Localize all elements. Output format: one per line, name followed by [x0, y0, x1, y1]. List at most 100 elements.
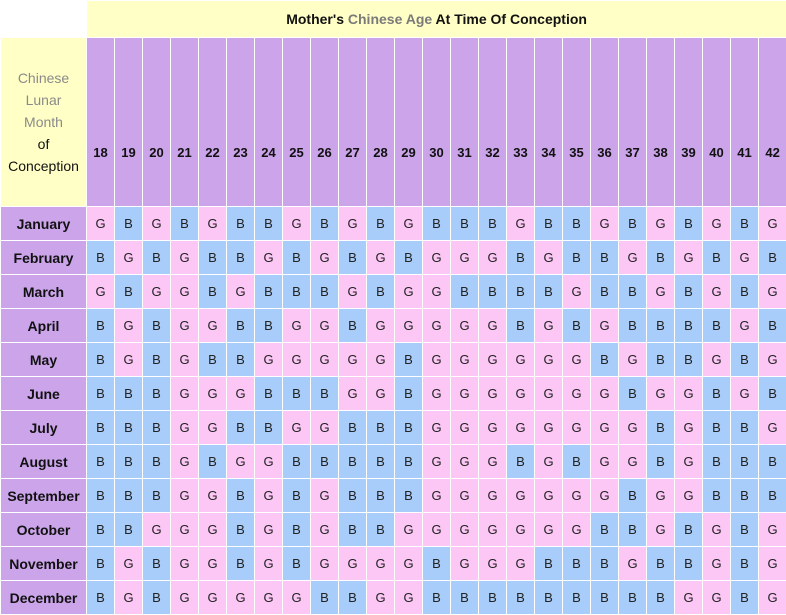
boy-cell: B — [143, 309, 171, 343]
boy-cell: B — [619, 479, 647, 513]
boy-cell: B — [675, 207, 703, 241]
boy-cell: B — [703, 309, 731, 343]
boy-cell: B — [451, 581, 479, 615]
boy-cell: B — [199, 275, 227, 309]
boy-cell: B — [647, 411, 675, 445]
age-header-40: 40 — [703, 38, 731, 207]
age-header-41: 41 — [731, 38, 759, 207]
boy-cell: B — [143, 241, 171, 275]
boy-cell: B — [507, 275, 535, 309]
boy-cell: B — [647, 581, 675, 615]
girl-cell: G — [311, 513, 339, 547]
girl-cell: G — [507, 411, 535, 445]
girl-cell: G — [535, 479, 563, 513]
boy-cell: B — [731, 445, 759, 479]
boy-cell: B — [339, 445, 367, 479]
girl-cell: G — [563, 411, 591, 445]
boy-cell: B — [143, 411, 171, 445]
boy-cell: B — [675, 513, 703, 547]
girl-cell: G — [199, 479, 227, 513]
boy-cell: B — [395, 411, 423, 445]
boy-cell: B — [143, 581, 171, 615]
age-header-39: 39 — [675, 38, 703, 207]
girl-cell: G — [535, 411, 563, 445]
title-before: Mother's — [286, 11, 348, 27]
boy-cell: B — [395, 445, 423, 479]
row-header-line5: Conception — [1, 155, 86, 177]
boy-cell: B — [255, 411, 283, 445]
boy-cell: B — [535, 581, 563, 615]
girl-cell: G — [703, 275, 731, 309]
girl-cell: G — [703, 581, 731, 615]
girl-cell: G — [255, 445, 283, 479]
boy-cell: B — [339, 513, 367, 547]
boy-cell: B — [87, 445, 115, 479]
age-header-27: 27 — [339, 38, 367, 207]
boy-cell: B — [731, 581, 759, 615]
boy-cell: B — [423, 547, 451, 581]
boy-cell: B — [563, 547, 591, 581]
girl-cell: G — [171, 275, 199, 309]
title-accent: Chinese Age — [348, 11, 432, 27]
girl-cell: G — [227, 445, 255, 479]
girl-cell: G — [255, 343, 283, 377]
boy-cell: B — [199, 343, 227, 377]
girl-cell: G — [703, 547, 731, 581]
boy-cell: B — [759, 241, 786, 275]
girl-cell: G — [535, 513, 563, 547]
boy-cell: B — [115, 377, 143, 411]
girl-cell: G — [87, 275, 115, 309]
girl-cell: G — [535, 241, 563, 275]
girl-cell: G — [283, 309, 311, 343]
boy-cell: B — [367, 445, 395, 479]
boy-cell: B — [535, 547, 563, 581]
boy-cell: B — [339, 309, 367, 343]
girl-cell: G — [563, 275, 591, 309]
month-label: December — [1, 581, 87, 615]
month-label: October — [1, 513, 87, 547]
girl-cell: G — [283, 581, 311, 615]
age-header-26: 26 — [311, 38, 339, 207]
girl-cell: G — [731, 377, 759, 411]
girl-cell: G — [507, 207, 535, 241]
boy-cell: B — [227, 343, 255, 377]
boy-cell: B — [507, 445, 535, 479]
boy-cell: B — [87, 241, 115, 275]
girl-cell: G — [311, 479, 339, 513]
girl-cell: G — [647, 479, 675, 513]
girl-cell: G — [535, 309, 563, 343]
girl-cell: G — [647, 207, 675, 241]
age-header-28: 28 — [367, 38, 395, 207]
girl-cell: G — [703, 513, 731, 547]
month-label: July — [1, 411, 87, 445]
girl-cell: G — [675, 241, 703, 275]
girl-cell: G — [591, 445, 619, 479]
girl-cell: G — [143, 513, 171, 547]
girl-cell: G — [703, 207, 731, 241]
girl-cell: G — [479, 309, 507, 343]
boy-cell: B — [227, 309, 255, 343]
girl-cell: G — [171, 513, 199, 547]
boy-cell: B — [115, 479, 143, 513]
girl-cell: G — [227, 581, 255, 615]
girl-cell: G — [199, 513, 227, 547]
boy-cell: B — [283, 275, 311, 309]
girl-cell: G — [675, 445, 703, 479]
boy-cell: B — [115, 411, 143, 445]
girl-cell: G — [451, 241, 479, 275]
girl-cell: G — [759, 275, 786, 309]
girl-cell: G — [115, 343, 143, 377]
boy-cell: B — [283, 513, 311, 547]
month-label: March — [1, 275, 87, 309]
boy-cell: B — [87, 343, 115, 377]
month-label: November — [1, 547, 87, 581]
boy-cell: B — [143, 343, 171, 377]
boy-cell: B — [115, 275, 143, 309]
age-header-31: 31 — [451, 38, 479, 207]
boy-cell: B — [619, 513, 647, 547]
girl-cell: G — [255, 513, 283, 547]
